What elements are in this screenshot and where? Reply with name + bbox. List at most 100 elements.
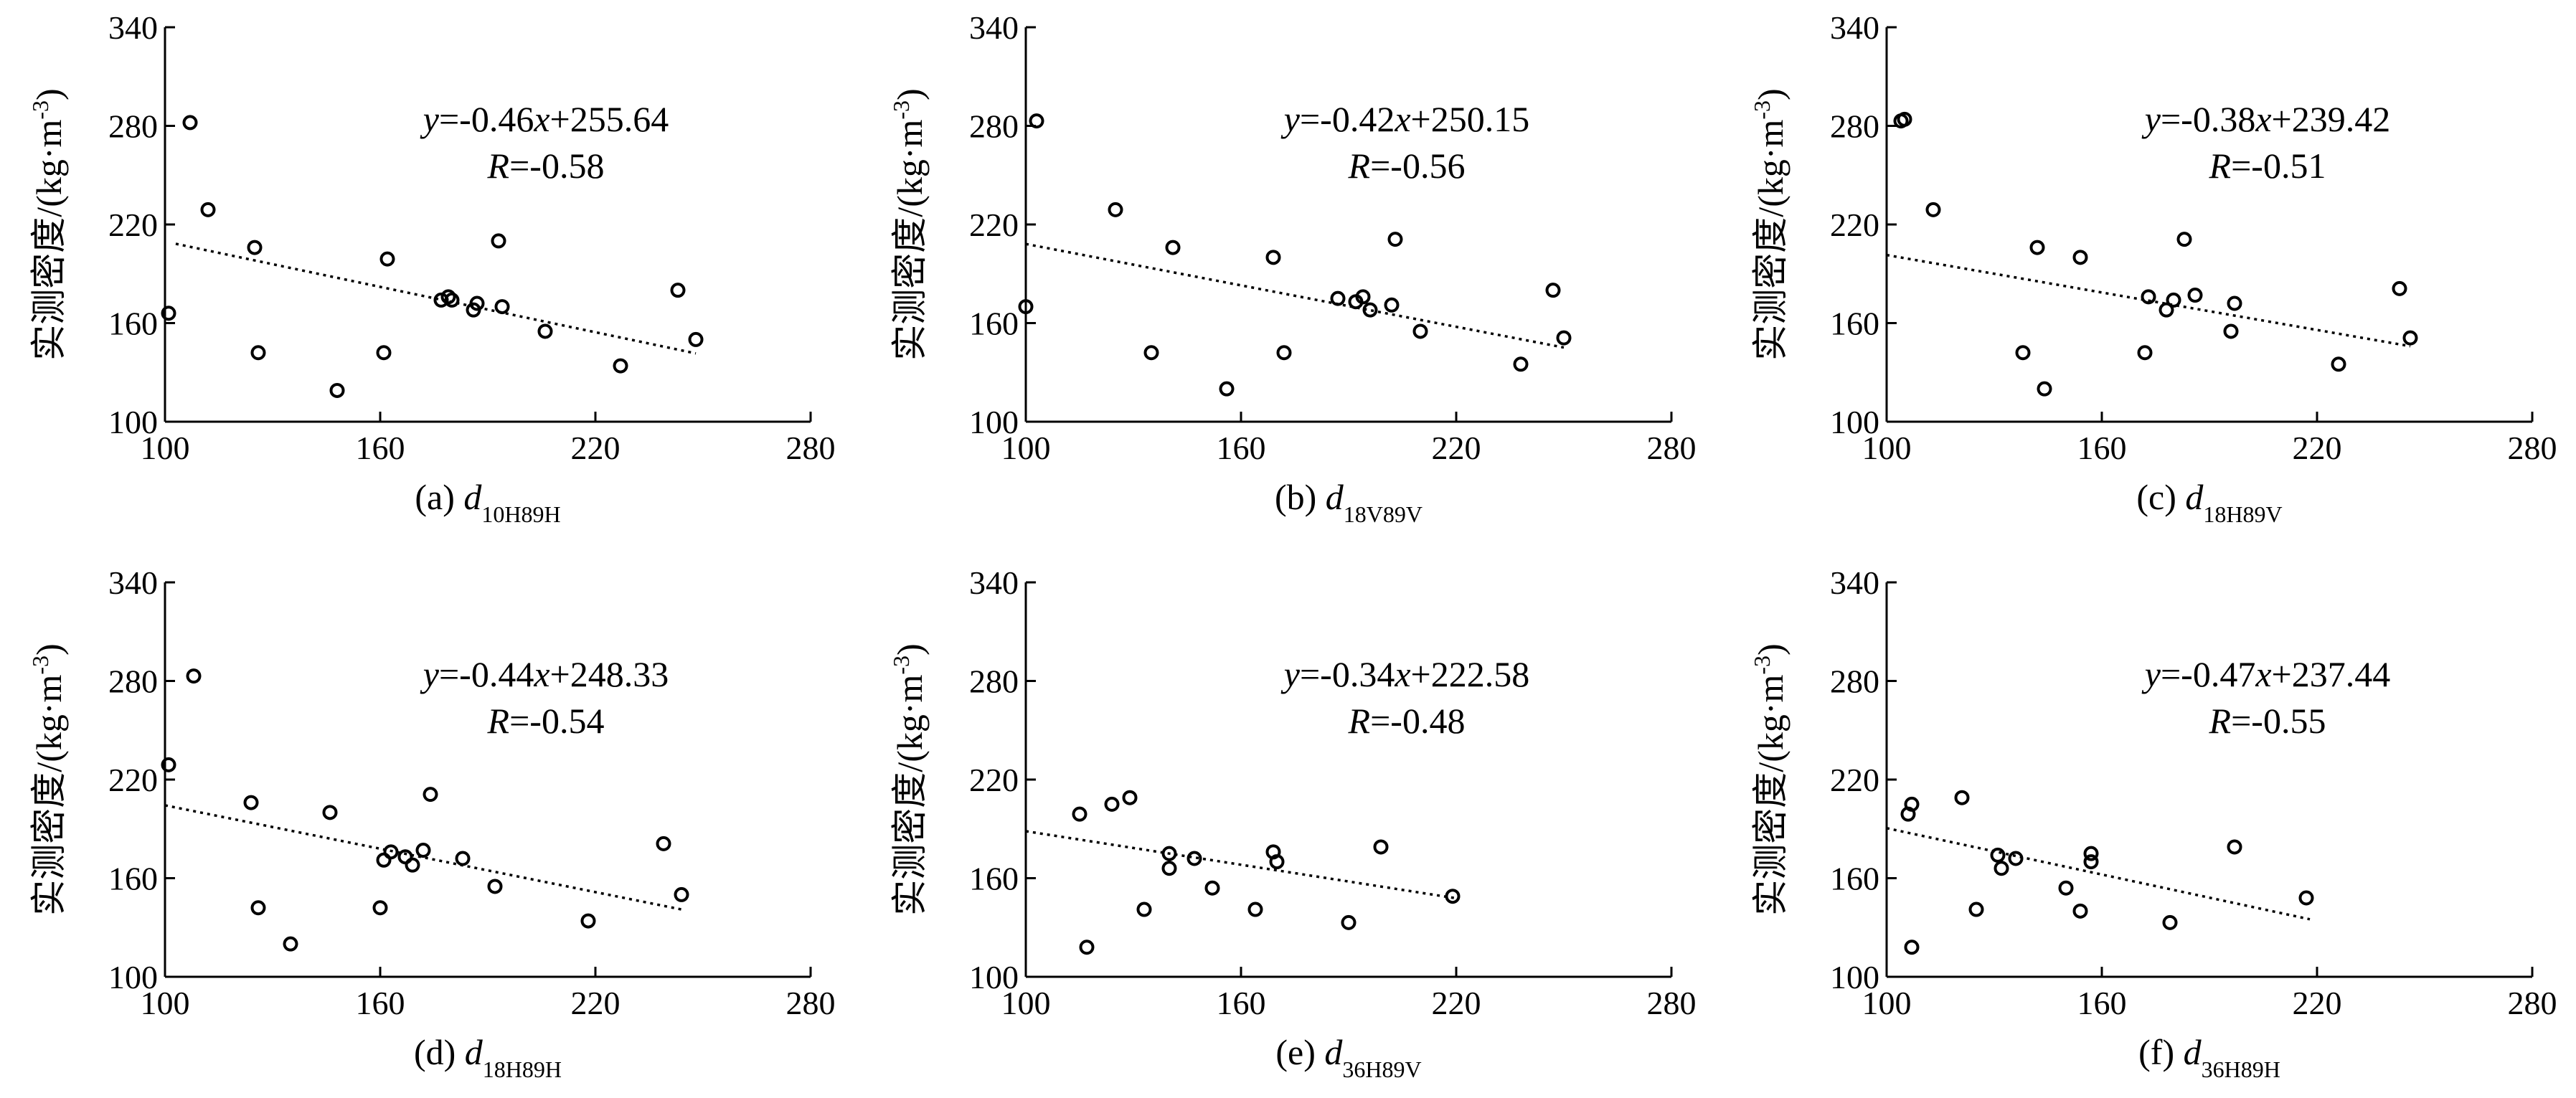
data-point: [1925, 202, 1941, 217]
x-tick-label: 280: [1647, 985, 1697, 1021]
panel-caption-var: d: [1324, 1032, 1343, 1072]
panel-caption-var: d: [1326, 477, 1344, 517]
y-axis-label-sup: -3: [1749, 100, 1775, 120]
y-tick-label: 280: [969, 108, 1019, 145]
correlation-coefficient: R=-0.55: [2209, 701, 2326, 741]
y-tick-label: 160: [108, 306, 158, 342]
panel-caption-var: d: [2184, 1032, 2202, 1072]
data-point: [444, 292, 460, 308]
panel-caption: (c) d18H89V: [2136, 477, 2282, 527]
y-tick-label: 100: [969, 959, 1019, 995]
scatter-panel-6: 100 160 220 280 340 100 160 220 280 实测密度/(kg·m-3)…: [1749, 564, 2557, 1082]
data-point: [1276, 345, 1292, 361]
correlation-coefficient: R=-0.51: [2209, 146, 2326, 186]
y-tick-label: 100: [1830, 959, 1879, 995]
panel-caption-label: (c): [2136, 477, 2185, 517]
x-tick-label: 220: [2293, 985, 2342, 1021]
data-point: [2187, 288, 2203, 303]
y-axis-label: 实测密度/(kg·m-3): [888, 643, 930, 915]
y-tick-label: 340: [108, 564, 158, 601]
data-point: [1990, 847, 2006, 863]
regression-equation: y=-0.46x+255.64: [420, 99, 669, 139]
y-tick-label: 220: [969, 762, 1019, 798]
scatter-panel-4: 100 160 220 280 340 100 160 220 280 实测密度/(kg·m-3)…: [27, 564, 836, 1082]
y-tick-label: 340: [1830, 9, 1879, 46]
data-point: [1269, 854, 1285, 870]
y-tick-label: 160: [969, 306, 1019, 342]
x-tick-label: 280: [786, 430, 836, 466]
regression-equation: y=-0.34x+222.58: [1280, 654, 1529, 694]
x-tick-label: 100: [141, 430, 190, 466]
y-tick-label: 100: [969, 404, 1019, 440]
panel-caption-sub: 18V89V: [1344, 501, 1423, 527]
x-tick-label: 280: [2508, 430, 2557, 466]
regression-equation: y=-0.44x+248.33: [420, 654, 669, 694]
data-point: [415, 843, 431, 858]
data-point: [322, 805, 338, 820]
scatter-panel-2: 100 160 220 280 340 100 160 220 280 实测密度/(kg·m-3)…: [888, 9, 1697, 527]
data-point: [2008, 851, 2024, 866]
panel-caption-var: d: [2185, 477, 2204, 517]
panel-caption: (b) d18V89V: [1275, 477, 1423, 527]
data-point: [469, 295, 485, 311]
panel-caption: (a) d10H89H: [415, 477, 560, 527]
data-point: [243, 795, 259, 810]
panel-caption: (d) d18H89H: [414, 1032, 562, 1082]
scatter-panel-1: 100 160 220 280 340 100 160 220 280 实测密度/(kg·m-3)…: [27, 9, 836, 527]
data-point: [1355, 289, 1371, 305]
data-point: [2015, 345, 2031, 361]
y-axis-label-text: 实测密度/(kg·m: [1750, 675, 1791, 916]
data-point: [2072, 250, 2088, 265]
data-point: [1387, 232, 1403, 247]
data-point: [1373, 839, 1389, 855]
data-point: [674, 886, 689, 902]
y-axis-label-text: 实测密度/(kg·m: [1750, 120, 1791, 361]
y-axis-label-text: 实测密度/(kg·m: [29, 675, 69, 916]
data-point: [1108, 202, 1123, 217]
data-point: [1122, 790, 1138, 805]
y-axis-label: 实测密度/(kg·m-3): [888, 88, 930, 360]
y-tick-label: 160: [1830, 306, 1879, 342]
data-point: [656, 836, 671, 851]
x-tick-label: 100: [1001, 430, 1051, 466]
y-axis-label-sup: -3: [888, 656, 914, 675]
y-axis-label-sup: -3: [27, 100, 53, 120]
x-tick-label: 280: [786, 985, 836, 1021]
data-point: [613, 358, 628, 374]
data-point: [2029, 240, 2045, 255]
data-point: [1219, 381, 1235, 397]
data-point: [2223, 323, 2239, 339]
y-tick-label: 100: [1830, 404, 1879, 440]
y-axis-label-text: 实测密度/(kg·m: [890, 120, 930, 361]
data-point: [1412, 323, 1428, 339]
y-tick-label: 160: [108, 861, 158, 897]
data-point: [2072, 903, 2088, 919]
data-point: [2176, 232, 2192, 247]
y-tick-label: 280: [969, 663, 1019, 700]
panel-caption-label: (d): [414, 1032, 465, 1072]
x-tick-label: 100: [141, 985, 190, 1021]
data-point: [1247, 901, 1263, 917]
x-tick-label: 160: [2077, 985, 2127, 1021]
data-point: [1968, 901, 1984, 917]
y-tick-label: 280: [1830, 663, 1879, 700]
y-tick-label: 340: [1830, 564, 1879, 601]
regression-equation: y=-0.47x+237.44: [2141, 654, 2390, 694]
y-tick-label: 220: [108, 762, 158, 798]
data-point: [2402, 330, 2418, 346]
y-tick-label: 220: [969, 207, 1019, 243]
data-point: [329, 382, 345, 398]
data-point: [688, 331, 704, 347]
y-axis-label-sup: -3: [27, 656, 53, 675]
data-point: [2037, 381, 2052, 397]
panel-caption-sub: 18H89H: [483, 1056, 562, 1082]
data-point: [1362, 302, 1378, 318]
data-point: [2162, 914, 2178, 930]
correlation-coefficient: R=-0.54: [487, 701, 605, 741]
y-axis-label-close: ): [890, 88, 930, 100]
data-point: [200, 202, 216, 217]
data-point: [372, 900, 388, 916]
data-point: [383, 844, 399, 860]
data-point: [1904, 796, 1920, 812]
data-point: [1384, 297, 1400, 313]
